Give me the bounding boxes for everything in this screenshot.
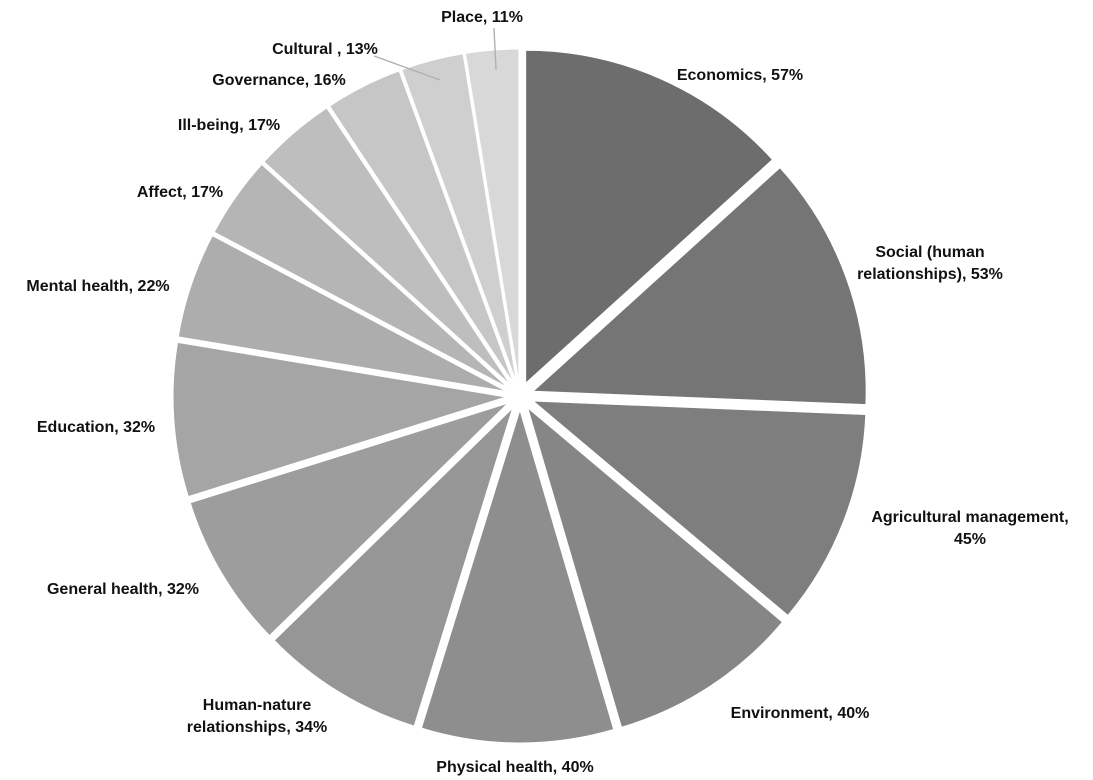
pie-slice-affect [213, 163, 509, 389]
leader-line [493, 27, 497, 71]
pie-slice-agricultural-management [531, 400, 867, 617]
slice-label: Environment, 40% [731, 705, 870, 722]
pie-slice-governance [328, 70, 515, 384]
leader-line [373, 55, 441, 81]
pie-slice-ill-being [263, 107, 512, 386]
pie-slice-economics [525, 49, 774, 385]
pie-slice-human-nature-relationships [273, 407, 514, 727]
pie-slice-cultural [401, 53, 517, 383]
slice-label: General health, 32% [47, 581, 199, 598]
slice-label: Education, 32% [37, 419, 155, 436]
leader-lines-layer [373, 27, 497, 81]
labels-layer: Economics, 57% Social (human relationships… [26, 9, 1068, 776]
pie-slice-general-health [189, 402, 509, 637]
slice-label: Economics, 57% [677, 67, 803, 84]
pie-slice-physical-health [420, 408, 615, 744]
slice-label: Agricultural management, 45% [871, 509, 1068, 548]
pie-slice-education [172, 341, 507, 498]
slice-label: Physical health, 40% [436, 759, 593, 776]
slice-label: Human-nature relationships, 34% [187, 697, 328, 736]
slice-label: Mental health, 22% [26, 278, 169, 295]
slice-label: Governance, 16% [212, 72, 345, 89]
slice-label: Ill-being, 17% [178, 117, 280, 134]
pie-slice-mental-health [177, 235, 507, 393]
slice-label: Affect, 17% [137, 184, 223, 201]
slice-label: Cultural , 13% [272, 41, 378, 58]
pie-slice-social-human-relationships [531, 166, 867, 406]
slice-label: Place, 11% [441, 9, 523, 26]
slices-layer [172, 48, 867, 744]
pie-slice-place [464, 48, 520, 383]
pie-slice-environment [526, 406, 784, 728]
slice-label: Social (human relationships), 53% [857, 244, 1003, 283]
